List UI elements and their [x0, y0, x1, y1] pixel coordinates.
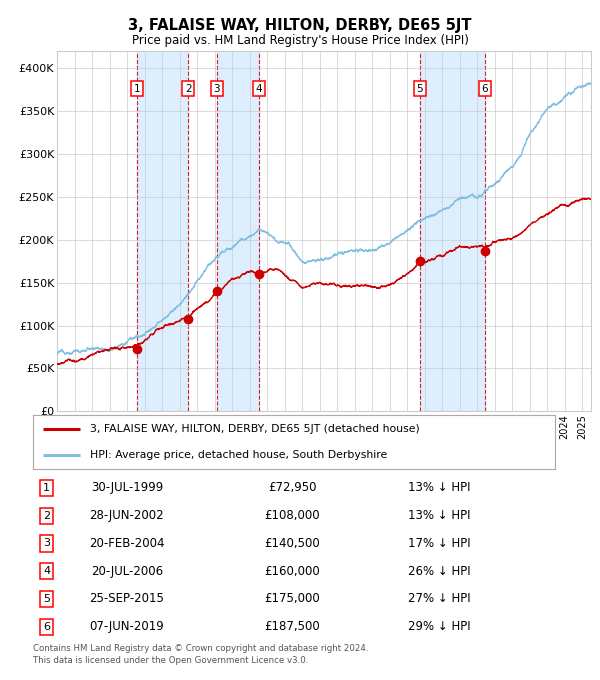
Bar: [420, 51, 485, 411]
Text: £72,950: £72,950: [268, 481, 317, 494]
Text: 2: 2: [43, 511, 50, 521]
Text: 3, FALAISE WAY, HILTON, DERBY, DE65 5JT (detached house): 3, FALAISE WAY, HILTON, DERBY, DE65 5JT …: [91, 424, 420, 435]
Bar: [217, 51, 259, 411]
Text: 1: 1: [134, 84, 140, 94]
Text: £160,000: £160,000: [265, 564, 320, 578]
Text: 26% ↓ HPI: 26% ↓ HPI: [409, 564, 471, 578]
Text: 27% ↓ HPI: 27% ↓ HPI: [409, 592, 471, 605]
Text: 25-SEP-2015: 25-SEP-2015: [89, 592, 164, 605]
Text: 4: 4: [256, 84, 263, 94]
Text: 5: 5: [43, 594, 50, 604]
Text: 13% ↓ HPI: 13% ↓ HPI: [409, 481, 471, 494]
Text: 13% ↓ HPI: 13% ↓ HPI: [409, 509, 471, 522]
Text: £140,500: £140,500: [265, 537, 320, 550]
Text: 20-FEB-2004: 20-FEB-2004: [89, 537, 164, 550]
Text: 4: 4: [43, 566, 50, 576]
Text: HPI: Average price, detached house, South Derbyshire: HPI: Average price, detached house, Sout…: [91, 449, 388, 460]
Text: 3: 3: [214, 84, 220, 94]
Text: 1: 1: [43, 483, 50, 493]
Bar: [137, 51, 188, 411]
Text: 2: 2: [185, 84, 191, 94]
Text: Contains HM Land Registry data © Crown copyright and database right 2024.: Contains HM Land Registry data © Crown c…: [33, 644, 368, 653]
Text: 29% ↓ HPI: 29% ↓ HPI: [409, 620, 471, 633]
Text: 30-JUL-1999: 30-JUL-1999: [91, 481, 163, 494]
Text: £108,000: £108,000: [265, 509, 320, 522]
Text: 20-JUL-2006: 20-JUL-2006: [91, 564, 163, 578]
Text: 5: 5: [416, 84, 423, 94]
Text: £175,000: £175,000: [265, 592, 320, 605]
Text: 28-JUN-2002: 28-JUN-2002: [89, 509, 164, 522]
Text: 17% ↓ HPI: 17% ↓ HPI: [409, 537, 471, 550]
Text: 3, FALAISE WAY, HILTON, DERBY, DE65 5JT: 3, FALAISE WAY, HILTON, DERBY, DE65 5JT: [128, 18, 472, 33]
Text: 6: 6: [481, 84, 488, 94]
Text: £187,500: £187,500: [265, 620, 320, 633]
Text: Price paid vs. HM Land Registry's House Price Index (HPI): Price paid vs. HM Land Registry's House …: [131, 34, 469, 47]
Text: 07-JUN-2019: 07-JUN-2019: [89, 620, 164, 633]
Text: 6: 6: [43, 622, 50, 632]
Text: This data is licensed under the Open Government Licence v3.0.: This data is licensed under the Open Gov…: [33, 656, 308, 665]
Text: 3: 3: [43, 539, 50, 548]
